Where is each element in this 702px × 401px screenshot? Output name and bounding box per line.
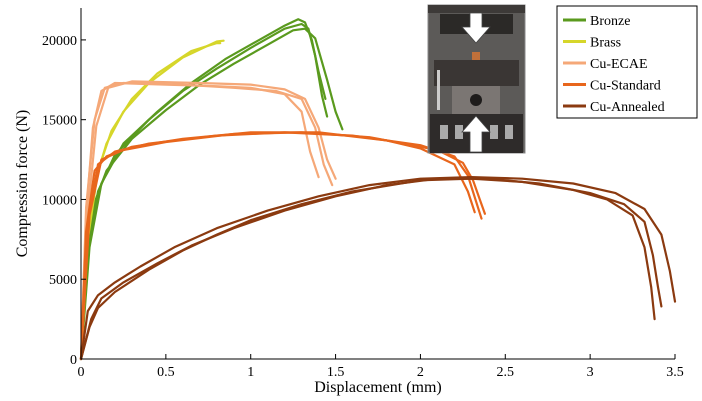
series-line-brass-2	[79, 42, 222, 361]
legend-label-bronze: Bronze	[590, 14, 630, 29]
arrow-up-icon	[461, 115, 491, 153]
series-line-cu-standard-2	[79, 131, 483, 361]
legend-label-cu-ecae: Cu-ECAE	[590, 57, 648, 72]
y-tick-label: 20000	[42, 34, 77, 49]
series-line-cu-annealed-2	[79, 177, 663, 361]
series-line-cu-standard-1	[79, 131, 476, 361]
legend: Bronze Brass Cu-ECAE Cu-Standard Cu-Annealed	[556, 5, 698, 119]
x-tick-label: 1	[247, 365, 254, 380]
legend-label-cu-standard: Cu-Standard	[590, 79, 661, 94]
legend-label-brass: Brass	[590, 36, 621, 51]
y-tick-label: 10000	[42, 193, 77, 208]
data-curves	[79, 18, 677, 361]
inset-photo	[427, 4, 526, 154]
x-tick-label: 0	[78, 365, 85, 380]
series-line-cu-ecae-3	[79, 80, 337, 361]
arrow-down-icon	[461, 12, 491, 44]
x-tick-label: 2.5	[497, 365, 515, 380]
x-tick-label: 2	[417, 365, 424, 380]
x-tick-label: 3.5	[666, 365, 684, 380]
y-axis-title: Compression force (N)	[14, 110, 31, 258]
y-tick-label: 0	[70, 353, 77, 368]
series-line-brass-1	[79, 39, 225, 361]
series-line-cu-annealed-1	[79, 177, 656, 361]
y-tick-label: 15000	[42, 114, 77, 129]
x-tick-label: 0.5	[157, 365, 175, 380]
series-line-bronze-3	[79, 18, 327, 361]
series-line-cu-ecae-2	[79, 81, 334, 361]
x-axis-title: Displacement (mm)	[314, 379, 442, 396]
x-tick-label: 3	[587, 365, 594, 380]
series-line-bronze-1	[79, 27, 344, 361]
axes: 0 0.5 1 1.5 2 2.5 3 3.5 0 5000 10000 15000 20000 Disp…	[14, 8, 684, 396]
series-line-cu-annealed-3	[79, 176, 677, 361]
legend-label-cu-annealed: Cu-Annealed	[590, 100, 665, 115]
x-tick-label: 1.5	[327, 365, 345, 380]
y-tick-label: 5000	[49, 273, 77, 288]
series-line-cu-standard-3	[79, 131, 486, 361]
